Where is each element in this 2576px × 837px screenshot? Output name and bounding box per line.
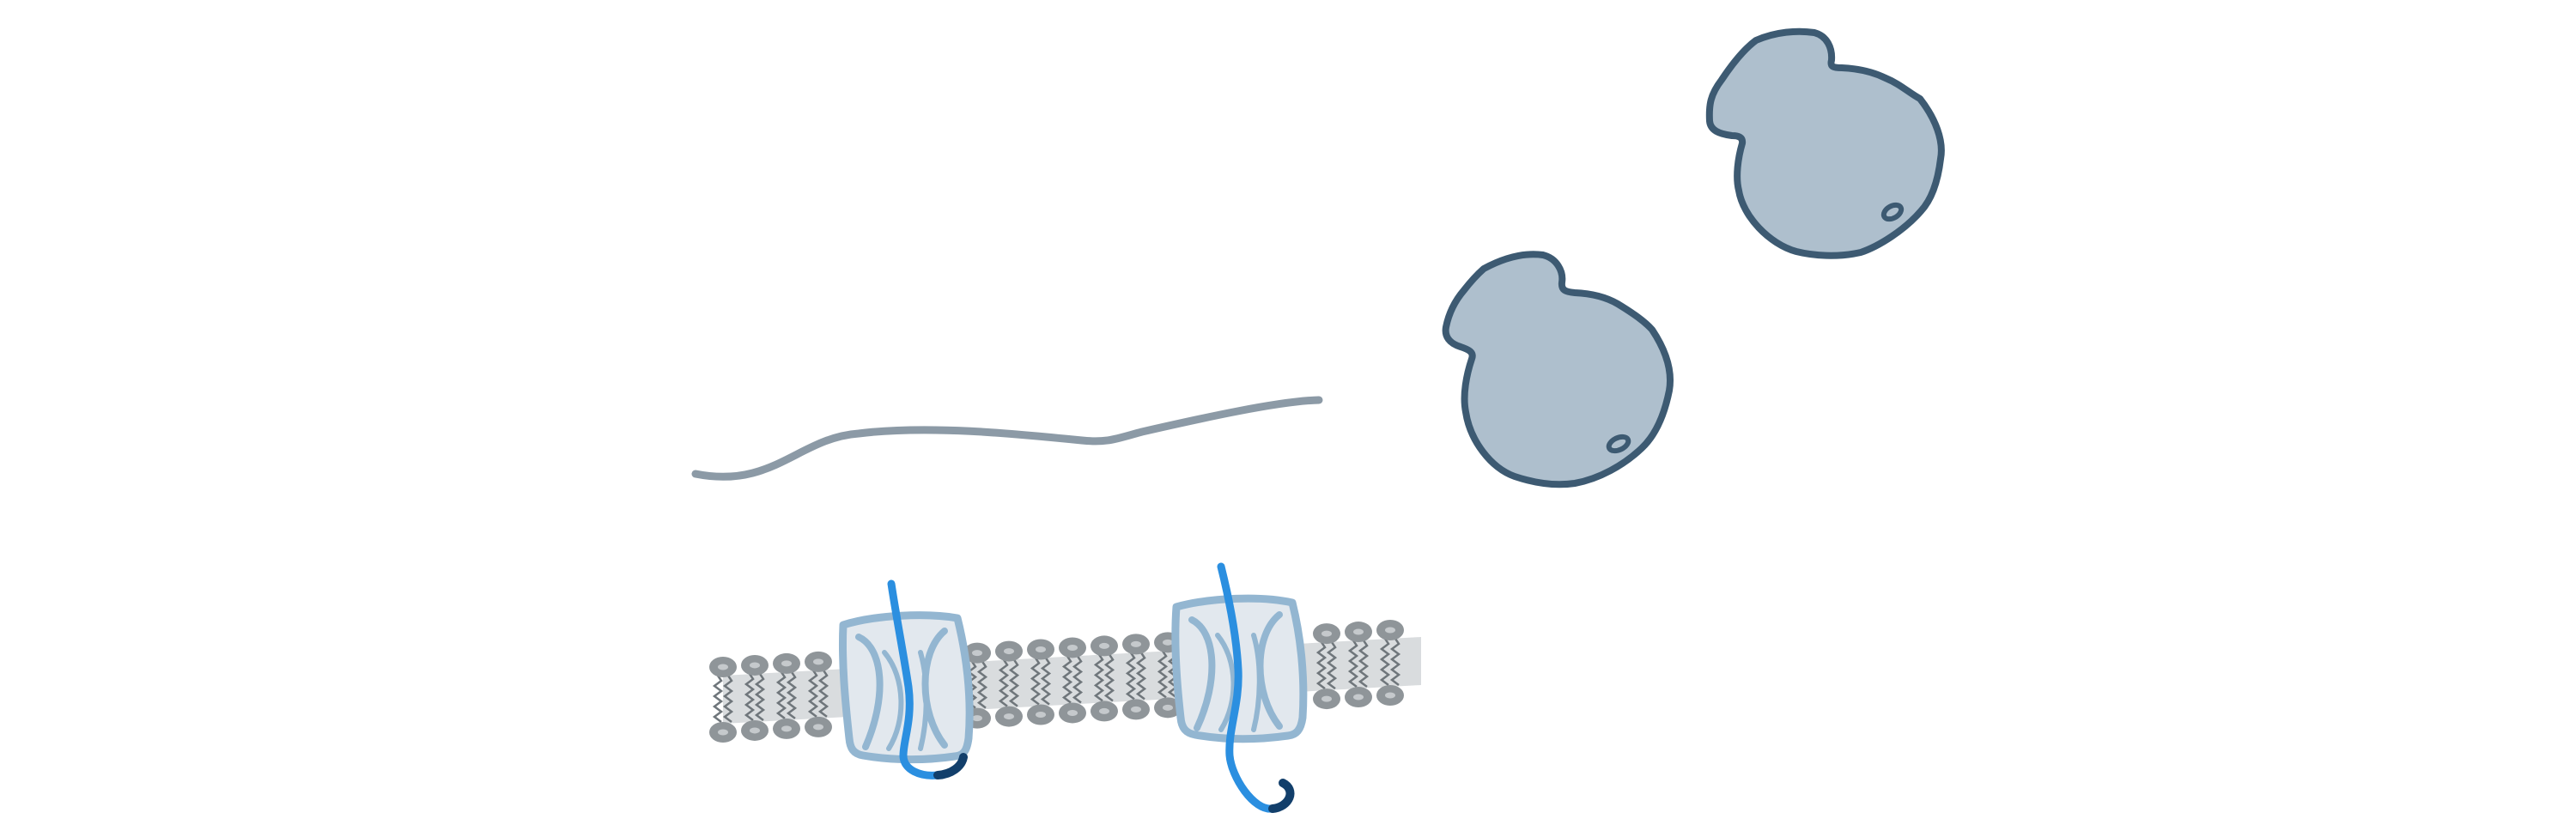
lipid-tail <box>1379 638 1391 686</box>
lipid-head-highlight <box>1067 709 1078 716</box>
lipid-head-highlight <box>1321 630 1332 637</box>
lipid-tail <box>1135 652 1147 701</box>
lipid-head-highlight <box>1353 628 1364 635</box>
signal-sequence <box>1268 779 1295 813</box>
lipid-head-highlight <box>1099 707 1109 714</box>
lipid-head-highlight <box>781 660 792 667</box>
lipid-head-highlight <box>1353 694 1364 701</box>
lipid-tail <box>998 658 1010 707</box>
lipid-tail <box>1347 640 1359 688</box>
free-ribosome <box>1442 251 1674 488</box>
lipid-head-highlight <box>1004 648 1014 655</box>
lipid-head-highlight <box>1036 712 1046 719</box>
lipid-head-highlight <box>972 650 982 657</box>
lipid-tail <box>1072 655 1084 704</box>
lipid-tail <box>1103 653 1115 702</box>
lipid-head-highlight <box>1131 706 1141 713</box>
lipid-head-highlight <box>1163 639 1173 646</box>
lipid-head-highlight <box>1321 695 1332 702</box>
lipid-head-highlight <box>1163 704 1173 711</box>
er-membrane-lipid-bilayer <box>709 619 1421 743</box>
lipid-tail <box>1125 652 1137 701</box>
lipid-tail <box>1040 657 1052 706</box>
lipid-tail <box>1389 638 1401 686</box>
lipid-head-highlight <box>718 664 728 670</box>
lipid-tail <box>1358 640 1370 688</box>
lipid-head-highlight <box>750 727 760 734</box>
lipid-head-highlight <box>813 724 823 731</box>
lipid-tail <box>1008 658 1020 707</box>
lipid-tail <box>817 670 829 718</box>
nascent-polypeptide-chain <box>887 579 968 779</box>
lipid-tail <box>722 675 734 723</box>
lipid-head-highlight <box>1004 713 1014 720</box>
lipid-head-highlight <box>718 729 728 736</box>
mrna-strand <box>691 396 1323 481</box>
lipid-head-highlight <box>750 662 760 669</box>
lipid-head-highlight <box>972 715 982 722</box>
lipid-tail <box>1157 650 1169 699</box>
lipid-tail <box>976 660 988 709</box>
lipid-tail <box>807 670 819 718</box>
lipid-tail <box>1093 653 1105 702</box>
lipid-tail <box>712 675 724 723</box>
lipid-head-highlight <box>1385 692 1395 699</box>
lipid-head-highlight <box>781 725 792 732</box>
signal-sequence <box>933 753 968 779</box>
lipid-tail <box>1030 657 1042 706</box>
nascent-polypeptide-chain <box>1217 562 1295 813</box>
lipid-tail <box>1315 641 1327 690</box>
lipid-tail <box>786 671 798 719</box>
lipid-tail <box>744 673 756 721</box>
lipid-head-highlight <box>1067 644 1078 651</box>
lipid-head-highlight <box>1036 646 1046 653</box>
lipid-head-highlight <box>1385 627 1395 634</box>
lipid-head-highlight <box>813 658 823 665</box>
lipid-tail <box>775 671 787 719</box>
lipid-head-highlight <box>1131 640 1141 647</box>
lipid-tail <box>754 673 766 721</box>
lipid-tail <box>1326 641 1338 690</box>
lipid-head-highlight <box>1099 642 1109 649</box>
free-ribosome <box>1705 27 1945 259</box>
lipid-tail <box>1061 655 1073 704</box>
